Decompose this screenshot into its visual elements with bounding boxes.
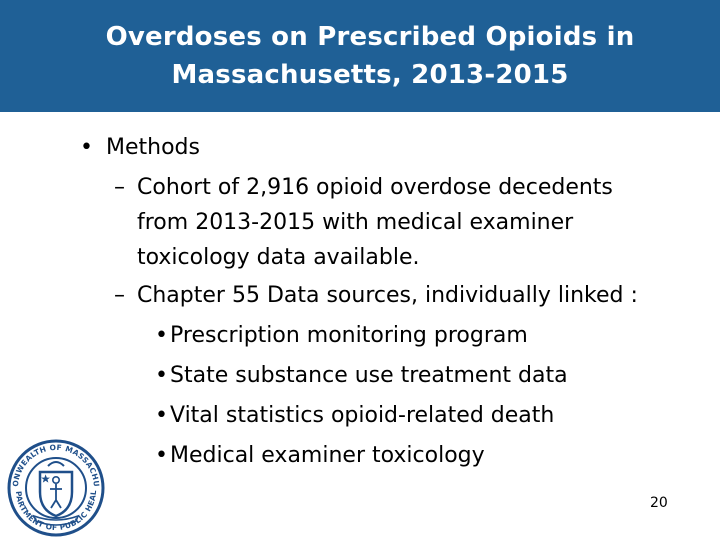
source-item-3: Vital statistics opioid-related death [170,403,555,428]
bullet-source-3: • [155,403,168,428]
bullet-source-2: • [155,363,168,388]
dph-seal-logo: COMMONWEALTH OF MASSACHUSETTS DEPARTMENT… [0,421,108,540]
source-item-4: Medical examiner toxicology [170,443,485,468]
cohort-line-1: Cohort of 2,916 opioid overdose decedent… [137,175,613,200]
page-number: 20 [650,495,668,511]
bullet-source-1: • [155,323,168,348]
chapter55-line: Chapter 55 Data sources, individually li… [137,283,638,308]
title-line-1: Overdoses on Prescribed Opioids in [105,22,635,52]
dash-cohort: – [114,175,125,200]
methods-heading: Methods [106,135,200,160]
cohort-line-3: toxicology data available. [137,245,420,270]
bullet-source-4: • [155,443,168,468]
cohort-line-2: from 2013-2015 with medical examiner [137,210,574,235]
bullet-methods: • [80,135,93,160]
title-bar: Overdoses on Prescribed Opioids in Massa… [0,0,720,112]
title-line-2: Massachusetts, 2013-2015 [171,60,569,90]
source-item-1: Prescription monitoring program [170,323,528,348]
dash-chapter55: – [114,283,125,308]
source-item-2: State substance use treatment data [170,363,568,388]
slide-title: Overdoses on Prescribed Opioids in Massa… [70,18,670,94]
